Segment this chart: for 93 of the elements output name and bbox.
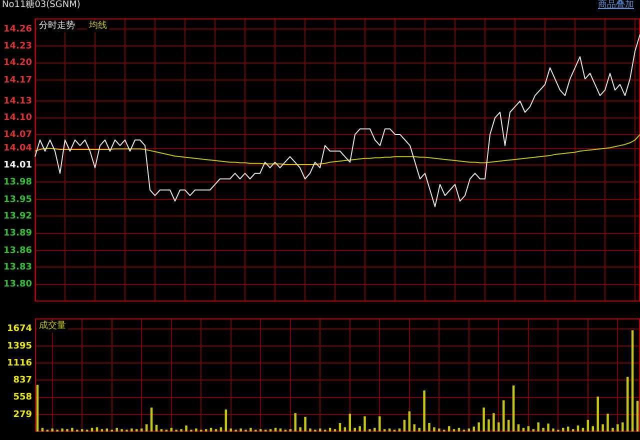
y-tick-label: 13.98 [4, 178, 32, 188]
bar [66, 429, 68, 432]
y-tick-label: 1395 [6, 341, 32, 352]
bar [71, 428, 74, 432]
bar [204, 429, 208, 432]
bar [532, 429, 534, 432]
y-tick-label: 14.13 [4, 96, 32, 106]
bar [180, 429, 182, 432]
bar [116, 428, 118, 432]
bar [214, 429, 218, 432]
y-tick-label: 279 [13, 410, 32, 420]
y-tick-label: 14.20 [4, 58, 32, 68]
bar [527, 426, 530, 432]
y-tick-label: 14.07 [4, 130, 32, 140]
text: 均线 [88, 20, 107, 32]
bar [51, 428, 54, 432]
bar [438, 428, 440, 432]
bar [319, 428, 322, 432]
bar [334, 429, 336, 432]
bar [145, 424, 148, 432]
y-tick-label: 13.92 [4, 211, 32, 222]
bar [378, 416, 381, 432]
bar [433, 427, 436, 432]
bar [383, 429, 386, 432]
bar [448, 426, 450, 432]
bar [537, 422, 540, 432]
bar [482, 408, 485, 432]
bar [592, 426, 594, 432]
bar [354, 428, 356, 432]
bar [542, 428, 544, 432]
bar [120, 429, 123, 432]
bar [309, 428, 312, 432]
bar [517, 424, 520, 432]
y-tick-label: 14.10 [4, 113, 32, 124]
bar [492, 413, 495, 432]
bar [130, 428, 133, 432]
bar [100, 429, 104, 432]
y-tick-label: 13.95 [4, 194, 32, 205]
bar [547, 424, 550, 432]
y-tick-label: 13.83 [4, 262, 32, 273]
bar [566, 426, 570, 432]
chart-title: 成交量 [39, 320, 66, 332]
y-tick-label: 1116 [6, 358, 32, 368]
bar [498, 422, 500, 432]
bar [452, 429, 456, 432]
bar [478, 422, 480, 432]
y-tick-label: 14.04 [4, 144, 32, 154]
bar [606, 414, 609, 432]
bar [616, 424, 619, 432]
bar [368, 429, 371, 432]
y-tick-label: 14.01 [4, 160, 32, 170]
bar [80, 429, 84, 432]
bar [472, 426, 475, 432]
bar [428, 423, 430, 432]
bar [304, 416, 306, 432]
y-tick-label: 558 [13, 392, 32, 403]
bar [512, 386, 515, 432]
y-tick-label: 14.26 [4, 24, 32, 34]
y-tick-label: 13.89 [4, 228, 32, 239]
bar [150, 408, 153, 432]
bar [374, 428, 376, 432]
bar [488, 419, 490, 432]
bar [289, 429, 292, 432]
bar [596, 396, 599, 432]
bar [185, 425, 188, 432]
bar [269, 429, 272, 432]
bar [364, 416, 366, 432]
bar [572, 429, 574, 432]
bar [260, 429, 262, 432]
bar [136, 429, 138, 432]
bar [294, 413, 296, 432]
bar [622, 422, 624, 432]
bar [612, 428, 614, 432]
bar [240, 428, 242, 432]
bar [552, 428, 554, 432]
text: 分时走势 [39, 20, 75, 32]
bar [418, 428, 420, 432]
bar [61, 428, 64, 432]
y-tick-label: 14.23 [4, 42, 32, 52]
bar [413, 424, 416, 432]
bar [562, 428, 564, 432]
y-tick-label: 837 [13, 376, 32, 386]
bar [299, 427, 302, 432]
bar [602, 424, 604, 432]
bar [423, 390, 426, 432]
bar [160, 429, 163, 432]
y-tick-label: 13.80 [4, 280, 32, 290]
y-tick-label: 13.86 [4, 246, 32, 256]
y-tick-label: 1674 [6, 324, 32, 334]
bar [250, 428, 252, 432]
bar [358, 426, 361, 432]
bar [195, 428, 198, 432]
y-tick-label: 14.17 [4, 75, 32, 86]
